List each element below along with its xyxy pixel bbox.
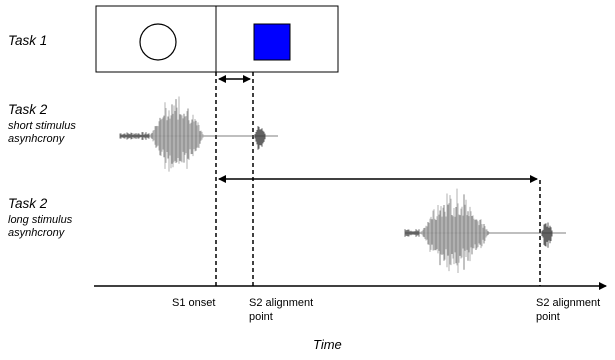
s2-alignment-short-label-2: point — [249, 311, 273, 323]
task2-short-sublabel-2: asynhcrony — [8, 133, 65, 145]
long-soa-waveform — [404, 188, 566, 274]
short-soa-waveform — [119, 96, 278, 172]
circle-stimulus — [139, 23, 177, 61]
task2-long-sublabel-2: asynhcrony — [8, 227, 65, 239]
time-axis-title: Time — [313, 337, 342, 352]
s2-alignment-short-label-1: S2 alignment — [249, 297, 314, 309]
s2-alignment-long-label-1: S2 alignment — [536, 297, 601, 309]
s1-onset-label: S1 onset — [172, 297, 216, 309]
task1-panel — [95, 5, 339, 73]
task2-long-sublabel-1: long stimulus — [8, 214, 73, 226]
s2-alignment-long-label-2: point — [536, 311, 560, 323]
task2-short-label: Task 2 — [8, 102, 48, 117]
square-stimulus — [253, 23, 291, 61]
task2-short-sublabel-1: short stimulus — [8, 120, 76, 132]
task2-long-label: Task 2 — [8, 196, 48, 211]
task1-label: Task 1 — [8, 33, 48, 48]
